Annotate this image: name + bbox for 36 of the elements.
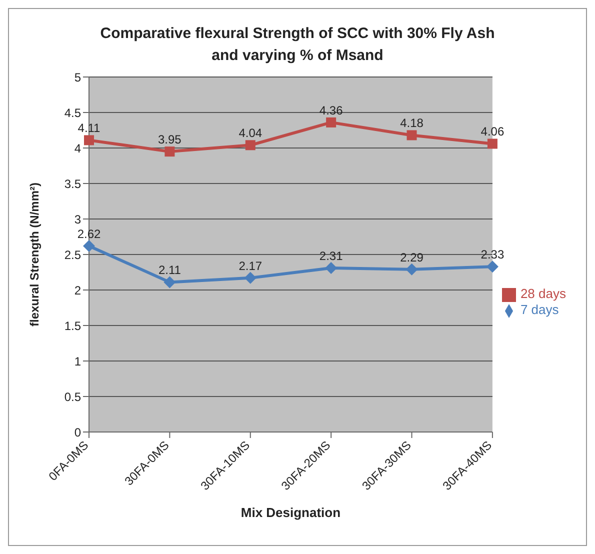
point [245, 140, 256, 150]
point [164, 146, 175, 157]
data-label: 4.06 [480, 124, 504, 139]
data-label: 4.18 [400, 116, 424, 130]
point [326, 117, 336, 128]
y-tick-label: 0.5 [64, 390, 82, 404]
legend-label: 28 days [520, 286, 566, 302]
point [164, 276, 176, 288]
y-tick-label: 3 [74, 212, 82, 226]
y-tick-label: 1 [74, 354, 82, 368]
legend-label: 7 days [520, 302, 559, 317]
chart-title: Comparative flexural Strength of SCC with 30% Fly Ash and varying % of Msand [99, 24, 496, 66]
y-tick-label: 4.5 [64, 106, 82, 120]
data-label: 2.17 [238, 258, 262, 273]
y-tick-label: 2 [74, 283, 82, 298]
point [325, 262, 338, 274]
y-tick-label: 3.5 [64, 176, 82, 191]
y-tick-label: 2.5 [64, 248, 82, 262]
y-tick-label: 5 [74, 70, 82, 84]
point [406, 130, 417, 140]
data-label: 4.04 [238, 126, 262, 140]
y-axis-title: flexural Strength (N/mm²) [27, 182, 42, 327]
data-label: 2.11 [158, 263, 182, 278]
y-tick-label: 1.5 [64, 318, 82, 333]
data-label: 2.29 [400, 250, 424, 264]
data-label: 3.95 [158, 132, 182, 147]
y-tick-label: 0 [74, 425, 82, 440]
point [486, 260, 498, 273]
point [83, 240, 95, 252]
point [244, 272, 256, 284]
point [84, 135, 94, 146]
x-axis-title: Mix Designation [240, 505, 341, 520]
data-label: 2.33 [480, 248, 504, 262]
point [406, 263, 418, 276]
y-tick-label: 4 [74, 141, 82, 156]
point [487, 138, 498, 149]
